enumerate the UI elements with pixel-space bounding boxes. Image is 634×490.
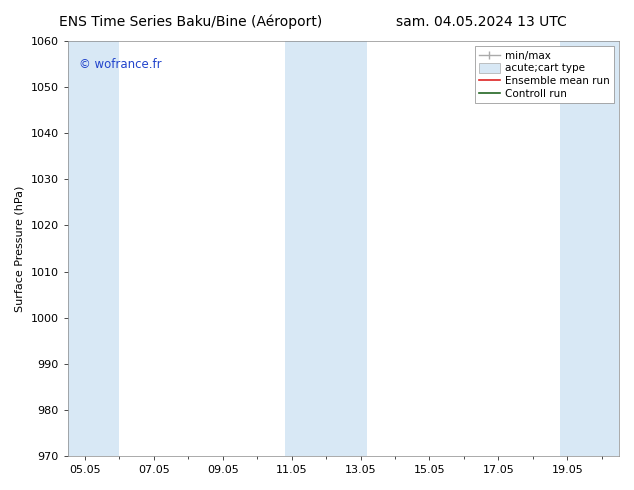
Bar [68, 41, 119, 456]
Y-axis label: Surface Pressure (hPa): Surface Pressure (hPa) [15, 185, 25, 312]
Bar [285, 41, 368, 456]
Text: sam. 04.05.2024 13 UTC: sam. 04.05.2024 13 UTC [396, 15, 567, 29]
Text: © wofrance.fr: © wofrance.fr [79, 58, 162, 71]
Text: ENS Time Series Baku/Bine (Aéroport): ENS Time Series Baku/Bine (Aéroport) [58, 15, 322, 29]
Legend: min/max, acute;cart type, Ensemble mean run, Controll run: min/max, acute;cart type, Ensemble mean … [475, 46, 614, 103]
Bar [560, 41, 619, 456]
